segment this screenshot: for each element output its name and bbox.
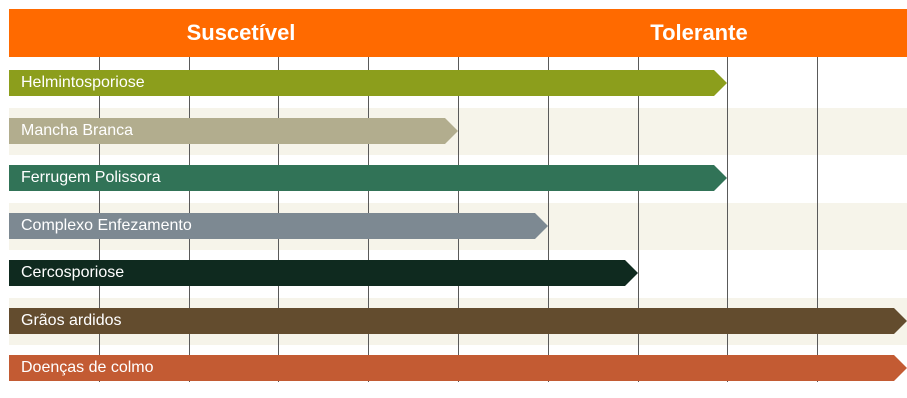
bar-label: Mancha Branca <box>21 122 134 139</box>
scale-header: Suscetível Tolerante <box>9 9 907 57</box>
bar <box>9 260 638 286</box>
bar-label: Cercosporiose <box>21 264 125 281</box>
bar-label: Ferrugem Polissora <box>21 169 161 186</box>
bar <box>9 355 907 381</box>
bar-label: Doenças de colmo <box>21 359 154 376</box>
bar-label: Helmintosporiose <box>21 74 145 91</box>
bar-label: Grãos ardidos <box>21 312 122 329</box>
bar <box>9 70 727 96</box>
bar <box>9 213 548 239</box>
susceptible-label: Suscetível <box>186 20 296 45</box>
gridline <box>548 57 549 382</box>
gridline <box>727 57 728 382</box>
tolerant-label: Tolerante <box>650 20 748 45</box>
gridline <box>638 57 639 382</box>
bar <box>9 308 907 334</box>
bar <box>9 165 727 191</box>
bar <box>9 118 458 144</box>
bar-label: Complexo Enfezamento <box>21 217 192 234</box>
gridline <box>817 57 818 382</box>
